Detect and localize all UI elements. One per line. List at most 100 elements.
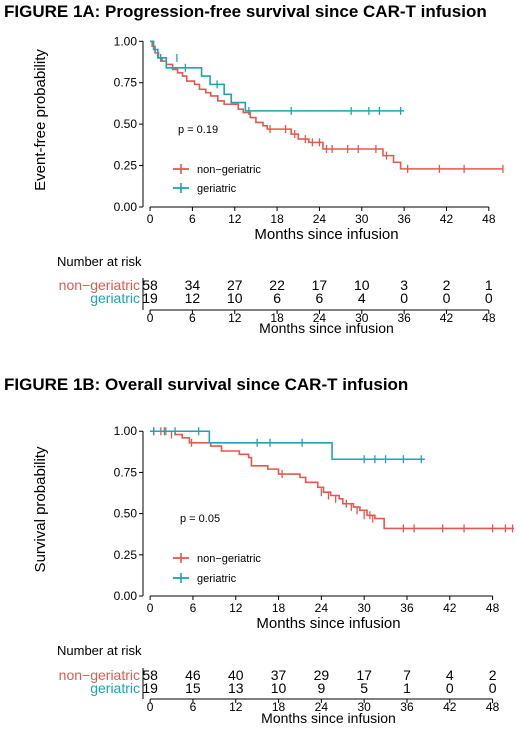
panel-b-x-tick-label: 36 — [400, 601, 414, 615]
panel-a-risk-x-axis-title: Months since infusion — [259, 320, 394, 336]
panel-b-risk-count: 29 — [314, 667, 330, 683]
panel-a-risk-count: 12 — [185, 290, 201, 306]
panel-b-y-tick-label: 1.00 — [114, 424, 138, 438]
panel-b-y-tick-label: 0.50 — [114, 507, 138, 521]
panel-b-risk-count: 4 — [446, 667, 454, 683]
panel-a-x-tick-label: 18 — [270, 212, 284, 226]
panel-a-risk-count: 22 — [269, 277, 285, 293]
panel-a-risk-count: 0 — [485, 290, 493, 306]
panel-b-y-tick-label: 0.75 — [114, 465, 138, 479]
panel-b-y-axis-title: Survival probability — [32, 446, 49, 572]
panel-a-x-tick-label: 12 — [228, 212, 242, 226]
panel-b-legend-label: non−geriatric — [197, 553, 261, 565]
panel-a-risk-x-tick-label: 42 — [440, 311, 454, 325]
panel-a-risk-count: 27 — [227, 277, 243, 293]
panel-a-risk-x-tick-label: 12 — [228, 311, 242, 325]
panel-b-x-axis-title: Months since infusion — [256, 615, 400, 632]
panel-b-risk-count: 0 — [489, 680, 497, 696]
panel-b-risk-count: 9 — [317, 680, 325, 696]
panel-a-y-axis-title: Event-free probability — [32, 49, 49, 191]
panel-b-risk-x-tick-label: 0 — [147, 700, 154, 714]
panel-b-risk-x-axis-title: Months since infusion — [261, 710, 396, 726]
panel-b-x-tick-label: 48 — [486, 601, 500, 615]
panel-a-y-tick-label: 0.00 — [114, 200, 138, 214]
panel-b-risk-count: 2 — [489, 667, 497, 683]
panel-b-risk-count: 13 — [228, 680, 244, 696]
panel-a-risk-table-title: Number at risk — [57, 254, 142, 269]
panel-b-x-tick-label: 24 — [315, 601, 329, 615]
panel-a-x-tick-label: 6 — [189, 212, 196, 226]
panel-a-risk-x-tick-label: 0 — [147, 311, 154, 325]
panel-b-risk-count: 58 — [142, 667, 158, 683]
panel-b-risk-x-tick-label: 36 — [400, 700, 414, 714]
panel-a-risk-count: 17 — [312, 277, 328, 293]
panel-b-risk-count: 15 — [185, 680, 201, 696]
panel-a-risk-count: 19 — [142, 290, 158, 306]
panel-a-risk-count: 2 — [443, 277, 451, 293]
panel-b-risk-count: 10 — [271, 680, 287, 696]
panel-a-risk-x-tick-label: 24 — [313, 311, 327, 325]
panel-a-risk-count: 0 — [443, 290, 451, 306]
panel-b-risk-count: 17 — [356, 667, 372, 683]
panel-b-y-tick-label: 0.00 — [114, 589, 138, 603]
panel-b-p-value: p = 0.05 — [180, 513, 220, 525]
panel-a-y-tick-label: 0.50 — [114, 117, 138, 131]
panel-b-y-tick-label: 0.25 — [114, 548, 138, 562]
panel-b-risk-x-tick-label: 18 — [272, 700, 286, 714]
panel-a-p-value: p = 0.19 — [178, 124, 218, 136]
panel-a-x-tick-label: 24 — [313, 212, 327, 226]
panel-a-risk-count: 10 — [227, 290, 243, 306]
panel-a-legend-label: non−geriatric — [197, 164, 261, 176]
panel-a-legend-label: geriatric — [197, 183, 237, 195]
panel-a-risk-count: 4 — [358, 290, 366, 306]
panel-b-x-tick-label: 42 — [443, 601, 457, 615]
panel-b-risk-x-tick-label: 48 — [486, 700, 500, 714]
panel-a-risk-count: 58 — [142, 277, 158, 293]
panel-a-risk-count: 0 — [400, 290, 408, 306]
panel-b-risk-row-label: non−geriatric — [59, 667, 140, 683]
panel-b-risk-count: 37 — [271, 667, 287, 683]
panel-a-risk-x-tick-label: 36 — [397, 311, 411, 325]
panel-b-risk-x-tick-label: 30 — [357, 700, 371, 714]
panel-a-x-tick-label: 36 — [397, 212, 411, 226]
panel-b-x-tick-label: 0 — [147, 601, 154, 615]
panel-a-risk-x-tick-label: 48 — [482, 311, 496, 325]
panel-b-series-non-geriatric-line — [150, 430, 514, 530]
panel-a-risk-count: 6 — [273, 290, 281, 306]
panel-b-risk-count: 0 — [446, 680, 454, 696]
panel-a-x-axis-title: Months since infusion — [254, 226, 398, 243]
panel-a-y-tick-label: 1.00 — [114, 34, 138, 48]
panel-a-risk-row-label: non−geriatric — [59, 277, 140, 293]
panel-b-risk-x-tick-label: 24 — [315, 700, 329, 714]
panel-a-y-tick-label: 0.75 — [114, 76, 138, 90]
panel-b-title: FIGURE 1B: Overall survival since CAR-T … — [4, 375, 409, 394]
panel-b-risk-row-label: geriatric — [90, 680, 140, 696]
panel-a-x-tick-label: 0 — [147, 212, 154, 226]
panel-b-risk-count: 7 — [403, 667, 411, 683]
panel-b-x-tick-label: 30 — [357, 601, 371, 615]
panel-a-risk-x-tick-label: 18 — [270, 311, 284, 325]
panel-b-series-geriatric-line — [150, 430, 425, 461]
panel-b-x-tick-label: 18 — [272, 601, 286, 615]
panel-b-risk-count: 1 — [403, 680, 411, 696]
panel-b-risk-count: 5 — [360, 680, 368, 696]
panel-b-risk-count: 40 — [228, 667, 244, 683]
panel-b-risk-x-tick-label: 42 — [443, 700, 457, 714]
panel-b-x-tick-label: 6 — [190, 601, 197, 615]
panel-a-chart: 0.000.250.500.751.000 6 12 18 24 30 36 42 48Even… — [32, 34, 504, 336]
panel-a-risk-count: 6 — [316, 290, 324, 306]
panel-b-risk-x-tick-label: 6 — [190, 700, 197, 714]
panel-b-legend-label: geriatric — [197, 573, 237, 585]
panel-a-risk-row-label: geriatric — [90, 290, 140, 306]
panel-a-x-tick-label: 48 — [482, 212, 496, 226]
panel-a-risk-count: 1 — [485, 277, 493, 293]
panel-a-x-tick-label: 30 — [355, 212, 369, 226]
panel-a-risk-x-tick-label: 30 — [355, 311, 369, 325]
panel-b-x-tick-label: 12 — [229, 601, 243, 615]
panel-a-risk-count: 34 — [185, 277, 201, 293]
panel-b-risk-count: 19 — [142, 680, 158, 696]
panel-a-y-tick-label: 0.25 — [114, 159, 138, 173]
panel-a-series-geriatric-line — [150, 40, 405, 112]
panel-a-title: FIGURE 1A: Progression-free survival sin… — [4, 2, 487, 21]
